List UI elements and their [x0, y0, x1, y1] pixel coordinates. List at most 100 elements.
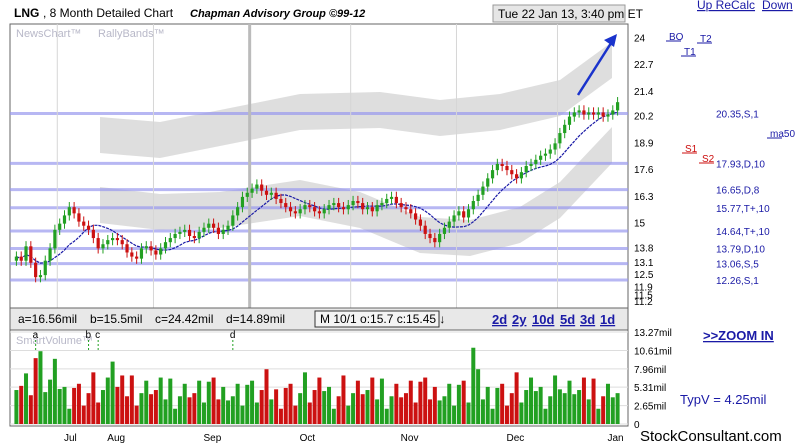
volume-bar — [346, 405, 351, 424]
x-label: Jan — [607, 433, 623, 444]
candle-body — [96, 238, 100, 249]
volume-bar — [543, 408, 548, 424]
price-tick-label: 17.6 — [634, 165, 654, 176]
candle-body — [202, 227, 206, 232]
volume-marker-b: b — [86, 330, 92, 341]
volume-bar — [509, 393, 514, 424]
volume-bar — [596, 408, 601, 424]
candle-body — [361, 203, 365, 210]
volume-bar — [125, 396, 130, 424]
candle-body — [77, 213, 81, 222]
candle-body — [375, 205, 379, 212]
volume-bar — [504, 405, 509, 424]
marker-labels: BO T2 T1 ma50 S1 S2 — [666, 32, 795, 165]
volume-marker-c: c — [95, 330, 100, 341]
volume-bar — [581, 377, 586, 424]
candle-body — [250, 188, 254, 193]
volume-bar — [139, 393, 144, 424]
candle-body — [236, 207, 240, 216]
volume-bar — [370, 377, 375, 424]
candle-body — [192, 236, 196, 239]
candle-body — [62, 215, 67, 224]
recalc-link[interactable]: Up ReCalc — [697, 0, 755, 12]
candle-body — [438, 233, 442, 243]
candle-body — [591, 112, 596, 115]
candle-body — [462, 211, 466, 218]
period-link-3d[interactable]: 3d — [580, 312, 595, 327]
level-label: 12.26,S,1 — [716, 276, 759, 287]
candle-body — [409, 209, 413, 214]
volume-bar — [428, 399, 433, 424]
volume-bar — [480, 399, 485, 424]
volume-bar — [538, 386, 543, 424]
volume-bar — [327, 386, 332, 424]
price-tick-label: 11.5 — [634, 291, 653, 302]
candle-body — [221, 229, 225, 234]
volume-bar — [399, 397, 404, 424]
candle-body — [173, 233, 177, 239]
volume-bar — [452, 405, 457, 424]
candle-body — [510, 170, 514, 175]
level-label: 17.93,D,10 — [716, 159, 765, 170]
volume-bar — [206, 381, 211, 424]
volume-tick-label: 0 — [634, 420, 640, 431]
volume-bar — [437, 400, 442, 424]
volume-bar — [442, 396, 447, 424]
support-resistance-lines — [10, 112, 628, 282]
down-link[interactable]: Down — [762, 0, 793, 12]
volume-bar — [365, 390, 370, 424]
volume-bar — [221, 386, 226, 424]
volume-bar — [389, 396, 394, 424]
x-label: Aug — [107, 433, 125, 444]
info-c: c=24.42mil — [155, 312, 213, 326]
candle-body — [519, 172, 524, 179]
candle-body — [34, 262, 38, 278]
marker-label-t2: T2 — [700, 34, 712, 45]
candle-body — [231, 215, 235, 226]
volume-bar — [514, 372, 519, 424]
candle-body — [82, 221, 86, 226]
period-link-10d[interactable]: 10d — [532, 312, 554, 327]
period-link-5d[interactable]: 5d — [560, 312, 575, 327]
candle-body — [457, 211, 461, 216]
candle-body — [596, 112, 600, 115]
volume-bar — [610, 397, 615, 424]
volume-axis: 13.27mil 10.61mil 7.96mil 5.31mil 2.65mil 0 — [634, 328, 672, 431]
volume-bar — [567, 380, 572, 424]
candle-body — [303, 205, 307, 210]
volume-bar — [423, 377, 428, 424]
candle-body — [207, 223, 211, 228]
candle-body — [346, 205, 350, 210]
volume-bar — [519, 402, 524, 424]
candle-body — [19, 256, 23, 261]
candle-body — [380, 203, 384, 206]
period-link-2d[interactable]: 2d — [492, 312, 507, 327]
candle-body — [587, 112, 591, 115]
candle-body — [567, 116, 572, 125]
volume-bar — [149, 394, 154, 424]
candle-body — [500, 163, 504, 166]
newschart-watermark: NewsChart™ — [16, 28, 81, 40]
candle-body — [178, 231, 182, 234]
chart-title: , 8 Month Detailed Chart — [43, 6, 174, 20]
candle-body — [130, 252, 134, 257]
volume-bars — [14, 347, 620, 424]
volume-bar — [230, 396, 235, 424]
candle-body — [154, 250, 158, 255]
candle-body — [159, 248, 163, 255]
candle-body — [399, 203, 403, 208]
price-tick-label: 20.2 — [634, 112, 654, 123]
volume-bar — [495, 387, 500, 424]
period-link-1d[interactable]: 1d — [600, 312, 615, 327]
datetime-label: Tue 22 Jan 13, 3:40 pm ET — [498, 7, 644, 21]
candle-body — [288, 207, 293, 212]
period-link-2y[interactable]: 2y — [512, 312, 527, 327]
candle-body — [418, 219, 423, 226]
price-tick-label: 13.8 — [634, 243, 654, 254]
candle-body — [322, 209, 326, 214]
volume-bar — [81, 405, 86, 424]
zoom-in-link[interactable]: >>ZOOM IN — [703, 328, 774, 343]
volume-bar — [413, 402, 418, 424]
